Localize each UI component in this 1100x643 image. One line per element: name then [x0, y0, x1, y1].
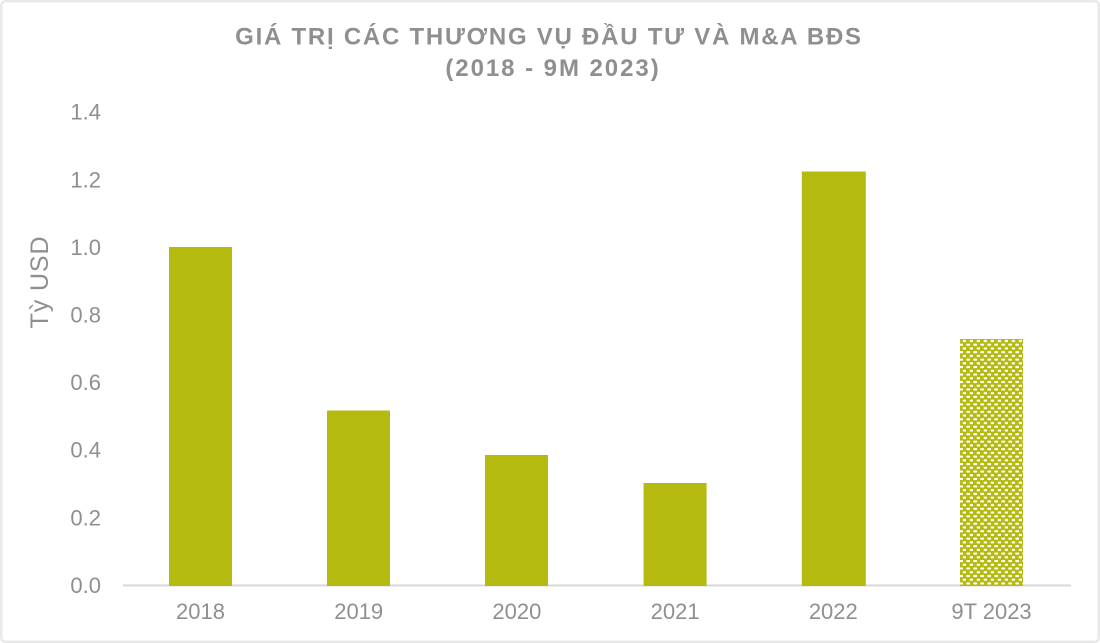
- svg-text:2019: 2019: [334, 599, 383, 624]
- svg-text:2018: 2018: [176, 599, 225, 624]
- svg-text:1.4: 1.4: [70, 100, 101, 125]
- svg-text:0.4: 0.4: [70, 438, 101, 463]
- svg-text:2020: 2020: [492, 599, 541, 624]
- svg-text:GIÁ TRỊ CÁC THƯƠNG VỤ ĐẦU TƯ V: GIÁ TRỊ CÁC THƯƠNG VỤ ĐẦU TƯ VÀ M&A BĐS: [235, 23, 863, 51]
- svg-text:1.0: 1.0: [70, 235, 101, 260]
- svg-text:0.2: 0.2: [70, 505, 101, 530]
- svg-text:2022: 2022: [809, 599, 858, 624]
- svg-text:1.2: 1.2: [70, 167, 101, 192]
- svg-text:(2018 - 9M 2023): (2018 - 9M 2023): [445, 55, 660, 82]
- svg-text:Tỳ USD: Tỳ USD: [26, 236, 54, 329]
- svg-text:0.0: 0.0: [70, 573, 101, 598]
- svg-text:0.8: 0.8: [70, 303, 101, 328]
- svg-text:2021: 2021: [651, 599, 700, 624]
- svg-text:0.6: 0.6: [70, 370, 101, 395]
- svg-text:9T 2023: 9T 2023: [951, 599, 1031, 624]
